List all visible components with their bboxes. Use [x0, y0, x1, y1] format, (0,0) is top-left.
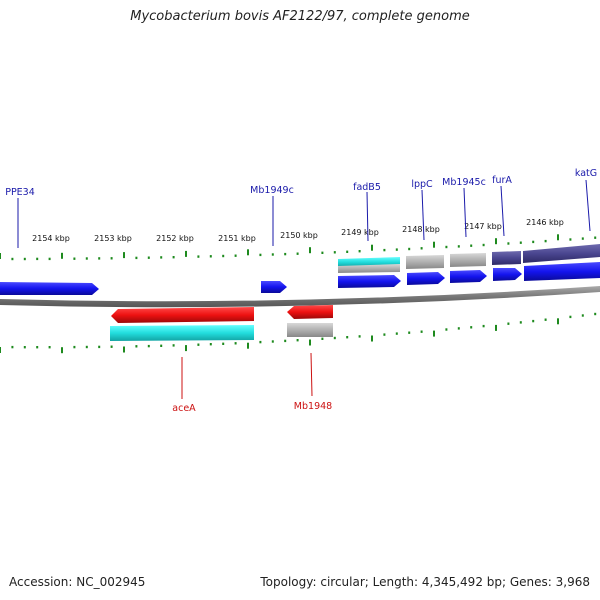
gene-label-katg[interactable]: katG	[575, 168, 597, 179]
gene-label-mb1945c[interactable]: Mb1945c	[442, 177, 486, 188]
scale-label: 2150 kbp	[280, 231, 318, 240]
scale-label: 2148 kbp	[402, 225, 440, 234]
reverse-gene-labels: aceA Mb1948	[172, 352, 332, 414]
reverse-features	[110, 305, 333, 341]
topology-text: Topology: circular; Length: 4,345,492 bp…	[260, 575, 590, 589]
scale-label: 2153 kbp	[94, 234, 132, 243]
scale-label: 2146 kbp	[526, 218, 564, 227]
scale-label: 2154 kbp	[32, 234, 70, 243]
forward-gene-labels: PPE34 Mb1949c fadB5 lppC Mb1945c furA ka…	[5, 168, 597, 248]
gene-label-lppc[interactable]: lppC	[411, 179, 433, 190]
gene-label-ppe34[interactable]: PPE34	[5, 187, 35, 198]
gene-label-fura[interactable]: furA	[492, 175, 512, 186]
lppc-leader	[421, 189, 425, 241]
fura-leader	[500, 185, 505, 237]
fadb5-feature[interactable]	[338, 275, 401, 288]
acea-gene[interactable]	[110, 325, 254, 341]
katg-feature[interactable]	[524, 262, 600, 281]
fura-feature[interactable]	[493, 268, 522, 281]
gene-label-mb1948[interactable]: Mb1948	[294, 401, 332, 412]
reverse-tick-marks	[0, 312, 597, 354]
fura-highlight[interactable]	[492, 251, 521, 265]
accession-text: Accession: NC_002945	[9, 575, 146, 589]
acea-feature[interactable]	[111, 307, 254, 323]
forward-features	[0, 244, 600, 295]
scale-labels: 2154 kbp 2153 kbp 2152 kbp 2151 kbp 2150…	[32, 218, 564, 243]
fadb5-other[interactable]	[338, 264, 400, 273]
mb1945c-leader	[463, 187, 467, 238]
scale-label: 2152 kbp	[156, 234, 194, 243]
katg-leader	[585, 179, 591, 232]
mb1945c-feature[interactable]	[450, 270, 487, 283]
mb1948-feature[interactable]	[287, 305, 333, 319]
mb1948-other[interactable]	[287, 323, 333, 337]
genome-backbone	[0, 286, 600, 308]
scale-label: 2147 kbp	[464, 222, 502, 231]
mb1945c-other[interactable]	[450, 253, 486, 267]
fadb5-leader	[366, 191, 369, 242]
mb1948-leader	[310, 352, 313, 397]
map-title: Mycobacterium bovis AF2122/97, complete …	[130, 9, 470, 24]
scale-label: 2151 kbp	[218, 234, 256, 243]
gene-label-fadb5[interactable]: fadB5	[353, 182, 381, 193]
lppc-other[interactable]	[406, 255, 444, 269]
ppe34-feature[interactable]	[0, 282, 99, 295]
gene-label-acea[interactable]: aceA	[172, 403, 196, 414]
gene-label-mb1949c[interactable]: Mb1949c	[250, 185, 294, 196]
forward-tick-marks	[0, 234, 597, 261]
katg-highlight[interactable]	[523, 244, 600, 263]
lppc-feature[interactable]	[407, 272, 445, 285]
scale-label: 2149 kbp	[341, 228, 379, 237]
mb1949c-feature[interactable]	[261, 281, 287, 293]
